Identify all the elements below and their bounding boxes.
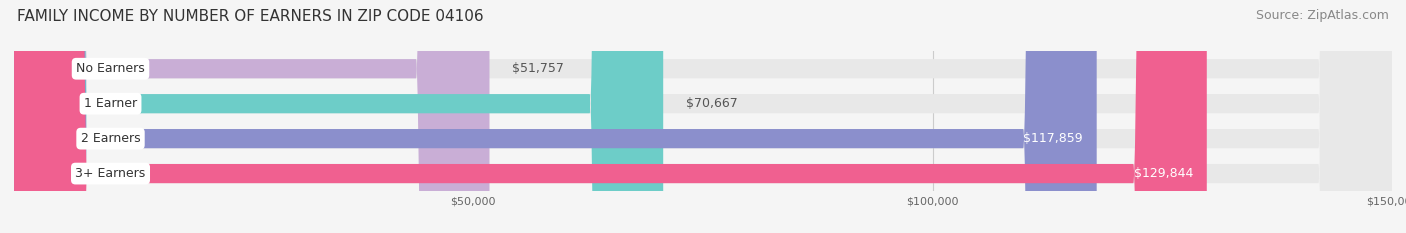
Text: FAMILY INCOME BY NUMBER OF EARNERS IN ZIP CODE 04106: FAMILY INCOME BY NUMBER OF EARNERS IN ZI… (17, 9, 484, 24)
FancyBboxPatch shape (14, 0, 1392, 233)
Text: 1 Earner: 1 Earner (84, 97, 136, 110)
Text: 3+ Earners: 3+ Earners (76, 167, 146, 180)
Text: $117,859: $117,859 (1024, 132, 1083, 145)
Text: Source: ZipAtlas.com: Source: ZipAtlas.com (1256, 9, 1389, 22)
Text: $129,844: $129,844 (1133, 167, 1194, 180)
FancyBboxPatch shape (14, 0, 1206, 233)
FancyBboxPatch shape (14, 0, 489, 233)
Text: $51,757: $51,757 (512, 62, 564, 75)
FancyBboxPatch shape (14, 0, 1097, 233)
Text: 2 Earners: 2 Earners (80, 132, 141, 145)
FancyBboxPatch shape (14, 0, 1392, 233)
Text: No Earners: No Earners (76, 62, 145, 75)
FancyBboxPatch shape (14, 0, 1392, 233)
FancyBboxPatch shape (14, 0, 664, 233)
Text: $70,667: $70,667 (686, 97, 738, 110)
FancyBboxPatch shape (14, 0, 1392, 233)
